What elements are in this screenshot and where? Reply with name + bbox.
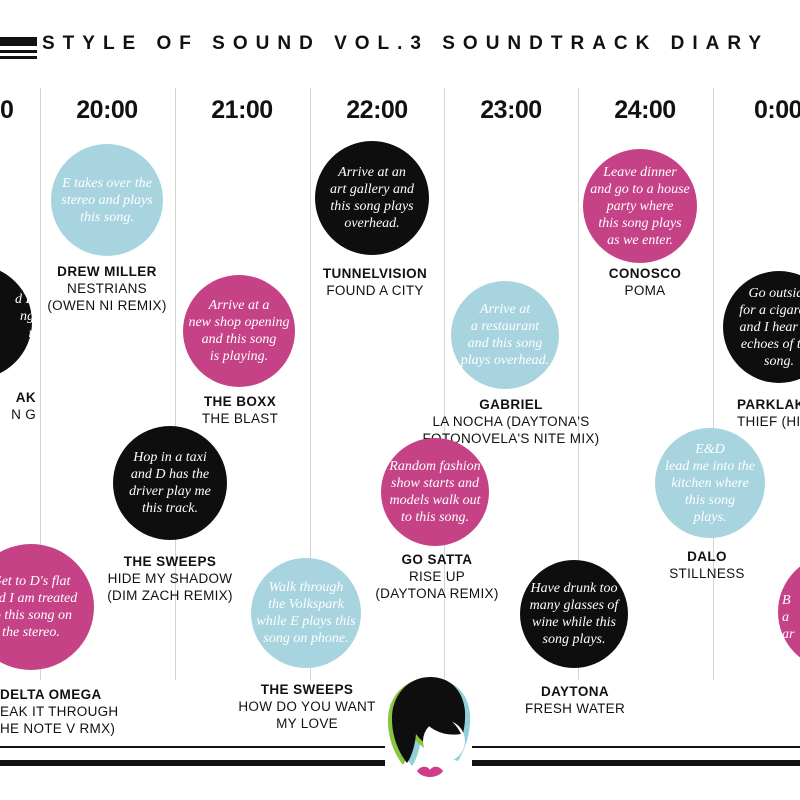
note-circle: Have drunk too many glasses of wine whil… [520, 560, 628, 668]
column-divider [40, 88, 41, 680]
note-circle: E takes over the stereo and plays this s… [51, 144, 163, 256]
song-title: THIEF (HIPHO [737, 414, 800, 429]
note-text: Arrive at a new shop opening and this so… [188, 298, 290, 364]
column-divider [713, 88, 714, 680]
artist-name: DREW MILLER [57, 264, 157, 279]
artist-name: THE SWEEPS [123, 554, 217, 569]
artist-name: TUNNELVISION [322, 266, 428, 281]
note-text: E&D lead me into the kitchen where this … [665, 441, 755, 525]
footer-rule-thin [0, 746, 385, 748]
song-title: THE BLAST [201, 411, 279, 426]
note-text: Random fashion show starts and models wa… [389, 459, 481, 525]
time-label: 0 [0, 96, 14, 124]
artist-name: CONOSCO [608, 266, 682, 281]
note-text: Get to D's flat and I am treated to this… [0, 574, 78, 640]
artist-name: PARKLAKE [737, 397, 800, 412]
lips [417, 766, 443, 777]
artist-name: THE BOXX [203, 394, 277, 409]
note-circle: Hop in a taxi and D has the driver play … [113, 426, 227, 540]
track-label: DAYTONA FRESH WATER [505, 683, 645, 717]
note-text: Walk through the Volkspark while E plays… [256, 580, 356, 646]
column-divider [310, 88, 311, 680]
note-circle: Arrive at a restaurant and this song pla… [451, 281, 559, 389]
track-label: DALO STILLNESS [647, 548, 767, 582]
note-text: Arrive at an art gallery and this song p… [330, 165, 414, 231]
song-title: STILLNESS [669, 566, 745, 581]
footer-rule-thick [472, 760, 800, 766]
track-label: THE SWEEPS HIDE MY SHADOW (DIM ZACH REMI… [80, 553, 260, 604]
artist-name: DELTA OMEGA [0, 687, 102, 702]
note-circle: Arrive at an art gallery and this song p… [315, 141, 429, 255]
time-label: 23:00 [480, 96, 542, 124]
note-text: Have drunk too many glasses of wine whil… [529, 581, 619, 647]
note-text: Hop in a taxi and D has the driver play … [129, 450, 211, 516]
time-label: 24:00 [614, 96, 676, 124]
artist-name: THE SWEEPS [260, 682, 354, 697]
track-label: THE BOXX THE BLAST [170, 393, 310, 427]
hair-fringe [419, 712, 461, 735]
song-title: HIDE MY SHADOW (DIM ZACH REMIX) [107, 571, 233, 603]
column-divider [175, 88, 176, 680]
song-title: N G [11, 407, 36, 422]
song-title: NESTRIANS (OWEN NI REMIX) [47, 281, 167, 313]
time-label: 21:00 [211, 96, 273, 124]
track-label: CONOSCO POMA [575, 265, 715, 299]
track-label: TUNNELVISION FOUND A CITY [295, 265, 455, 299]
note-text: e d E ng r s. [14, 275, 34, 358]
note-circle: Walk through the Volkspark while E plays… [251, 558, 361, 668]
note-text: Go outside for a cigarette and I hear th… [739, 285, 800, 369]
footer-rule-thin [472, 746, 800, 748]
song-title: FRESH WATER [524, 701, 626, 716]
song-title: FOUND A CITY [326, 283, 424, 298]
track-label: THE SWEEPS HOW DO YOU WANT MY LOVE [217, 681, 397, 732]
artist-name: AK [15, 390, 36, 405]
track-label: PARKLAKE THIEF (HIPHO [737, 396, 800, 430]
song-title: RISE UP (DAYTONA REMIX) [375, 569, 499, 601]
note-text: E takes over the stereo and plays this s… [61, 175, 153, 225]
track-label: GO SATTA RISE UP (DAYTONA REMIX) [357, 551, 517, 602]
note-circle: Go outside for a cigarette and I hear th… [723, 271, 800, 383]
woman-bob-haircut-face-icon [387, 677, 471, 777]
song-title: HOW DO YOU WANT MY LOVE [238, 699, 376, 731]
note-text: B a ar [782, 593, 795, 642]
column-divider [444, 88, 445, 688]
artist-name: GO SATTA [401, 552, 473, 567]
note-circle: Random fashion show starts and models wa… [381, 438, 489, 546]
time-label: 20:00 [76, 96, 138, 124]
artist-name: DAYTONA [540, 684, 610, 699]
time-label: 0:00 [753, 96, 800, 124]
note-text: Arrive at a restaurant and this song pla… [460, 302, 550, 368]
song-title: POMA [624, 283, 666, 298]
artist-name: GABRIEL [479, 397, 543, 412]
page-title: STYLE OF SOUND VOL.3 SOUNDTRACK DIARY [42, 33, 770, 54]
artist-name: DALO [687, 549, 727, 564]
note-circle: Leave dinner and go to a house party whe… [583, 149, 697, 263]
time-label: 22:00 [346, 96, 408, 124]
column-divider [578, 88, 579, 680]
note-circle: Arrive at a new shop opening and this so… [183, 275, 295, 387]
song-title: EAK IT THROUGH HE NOTE V RMX) [0, 704, 119, 736]
track-label: AK N G [0, 389, 36, 423]
footer-rule-thick [0, 760, 385, 766]
note-text: Leave dinner and go to a house party whe… [590, 164, 690, 248]
track-label: DELTA OMEGA EAK IT THROUGH HE NOTE V RMX… [0, 686, 170, 737]
track-label: DREW MILLER NESTRIANS (OWEN NI REMIX) [22, 263, 192, 314]
note-circle: E&D lead me into the kitchen where this … [655, 428, 765, 538]
